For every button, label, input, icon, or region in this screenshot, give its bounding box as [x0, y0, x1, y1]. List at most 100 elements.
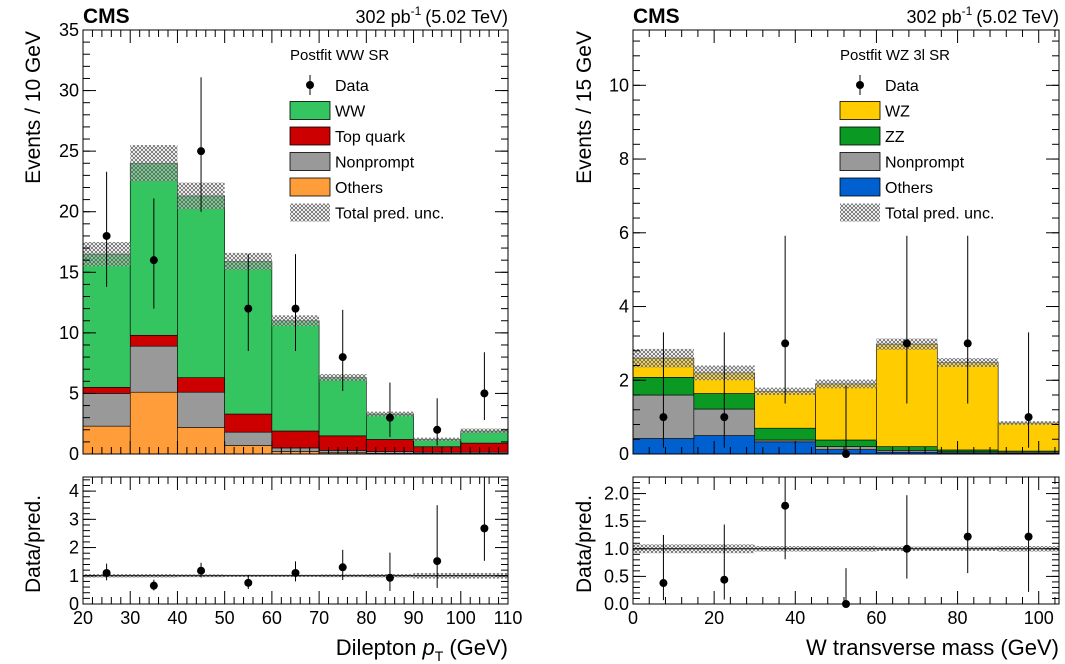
- y-tick-label-2: 4: [619, 297, 629, 317]
- legend-label-nonprompt: Nonprompt: [335, 155, 415, 172]
- x-tick-label-3: 50: [215, 608, 235, 628]
- x-tick-label-1: 30: [120, 608, 140, 628]
- data-point-3: [244, 304, 253, 313]
- y-tick-label-3: 6: [619, 223, 629, 243]
- ratio-point-3: [244, 578, 253, 587]
- ratio-point-6: [1024, 532, 1033, 541]
- lumi-exponent: -1: [411, 4, 422, 18]
- bar-nonprompt-2: [177, 391, 225, 428]
- x-tick-label-5: 70: [309, 608, 329, 628]
- x-tick-label-4: 60: [262, 608, 282, 628]
- bar-ww-2: [177, 195, 225, 378]
- ratio-y-axis-label: Data/pred.: [22, 495, 45, 593]
- ratio-y-tick-label-2: 2: [69, 538, 79, 558]
- ratio-points: [659, 477, 1033, 608]
- y-tick-label-5: 10: [609, 75, 629, 95]
- right-panel: 0 2 4 6 8 10 Postfit WZ 3l SR Data WZ ZZ Nonpromp…: [573, 4, 1060, 660]
- data-point-0: [102, 231, 111, 240]
- ratio-point-5: [963, 532, 972, 541]
- ratio-point-1: [720, 575, 729, 584]
- ratio-axes-box: [632, 476, 1060, 605]
- ratio-frame: [632, 476, 1060, 605]
- data-point-5: [963, 339, 972, 348]
- bar-others-2: [177, 427, 225, 455]
- bar-others-0: [82, 425, 131, 455]
- x-tick-label-5: 100: [1024, 608, 1054, 628]
- main-frame: [82, 29, 509, 455]
- bar-others-3: [224, 445, 273, 455]
- legend-title: Postfit WW SR: [290, 47, 389, 64]
- x-tick-label-2: 40: [167, 608, 187, 628]
- data-points: [659, 235, 1033, 458]
- data-point-2: [197, 147, 206, 156]
- data-point-4: [902, 339, 911, 348]
- ratio-point-1: [149, 581, 158, 590]
- legend-icon-data: [306, 81, 314, 89]
- ratio-y-tick-label-0: 0: [69, 594, 79, 614]
- y-tick-label-1: 2: [619, 370, 629, 390]
- x-axis-label-unit: (GeV): [449, 635, 508, 660]
- bar-zz-2: [754, 427, 816, 441]
- x-tick-label-8: 100: [446, 608, 476, 628]
- main-axes-box: [82, 29, 509, 455]
- x-tick-label-3: 60: [866, 608, 886, 628]
- x-tick-label-1: 20: [704, 608, 724, 628]
- legend-label-total-pred-unc: Total pred. unc.: [885, 206, 994, 223]
- legend-icon-ww: [289, 101, 331, 120]
- stacked-bars: [632, 343, 1060, 455]
- x-tick-label-4: 80: [948, 608, 968, 628]
- legend-icon-top-quark: [289, 126, 331, 146]
- x-axis-label-var: p: [422, 635, 435, 660]
- bar-others-1: [129, 391, 178, 455]
- legend-title: Postfit WZ 3l SR: [840, 47, 950, 64]
- main-ticks: 0 2 4 6 8 10: [609, 30, 1059, 464]
- experiment-label: CMS: [633, 5, 680, 28]
- x-tick-label-6: 80: [356, 608, 376, 628]
- bar-top-quark-6: [366, 439, 414, 452]
- ratio-y-tick-label-1: 1: [69, 566, 79, 586]
- legend-label-others: Others: [335, 180, 383, 197]
- unc-band-3: [815, 379, 877, 389]
- ratio-y-tick-label-4: 4: [69, 481, 79, 501]
- ratio-axes-box: [82, 476, 509, 605]
- y-tick-label-3: 15: [59, 262, 79, 282]
- legend-label-total-pred-unc: Total pred. unc.: [335, 206, 444, 223]
- x-tick-label-0: 0: [628, 608, 638, 628]
- ratio-y-axis-label: Data/pred.: [573, 495, 596, 593]
- legend-icon-wz: [839, 101, 881, 120]
- x-axis-label-text: Dilepton: [336, 635, 417, 660]
- bar-top-quark-0: [82, 387, 131, 394]
- ratio-point-8: [480, 524, 489, 533]
- ratio-ticks: 0.0 0.5 1.0 1.5 2.0 0 20 40 60 80 100: [604, 476, 1059, 628]
- legend-icon-unc: [290, 203, 330, 222]
- data-point-1: [720, 413, 729, 422]
- unc-band-8: [460, 428, 508, 434]
- data-point-7: [433, 425, 442, 434]
- legend-icon-others: [839, 177, 881, 197]
- ratio-y-tick-label-0: 0.0: [604, 594, 629, 614]
- experiment-label: CMS: [83, 5, 130, 28]
- y-tick-label-1: 5: [69, 383, 79, 403]
- legend-label-top-quark: Top quark: [335, 129, 406, 146]
- energy-value: (5.02 TeV): [425, 7, 508, 27]
- ratio-uncertainty-band: [633, 544, 1059, 554]
- bar-top-quark-8: [460, 442, 509, 453]
- x-tick-label-7: 90: [404, 608, 424, 628]
- legend-label-ww: WW: [335, 104, 366, 121]
- main-axes-box: [632, 29, 1060, 455]
- y-tick-label-4: 8: [619, 149, 629, 169]
- x-tick-label-2: 40: [785, 608, 805, 628]
- bar-nonprompt-0: [82, 393, 131, 427]
- data-point-8: [480, 389, 489, 398]
- y-tick-label-0: 0: [619, 444, 629, 464]
- ratio-point-2: [781, 501, 790, 510]
- lumi-label: 302 pb-1 (5.02 TeV): [356, 4, 508, 27]
- y-tick-label-7: 35: [59, 20, 79, 40]
- ratio-y-tick-label-3: 1.5: [604, 511, 629, 531]
- ratio-point-6: [385, 573, 394, 582]
- energy-value: (5.02 TeV): [976, 7, 1059, 27]
- bar-nonprompt-5: [318, 450, 367, 454]
- legend-icon-nonprompt: [289, 152, 331, 171]
- legend: Postfit WZ 3l SR Data WZ ZZ Nonprompt Others T…: [839, 47, 994, 223]
